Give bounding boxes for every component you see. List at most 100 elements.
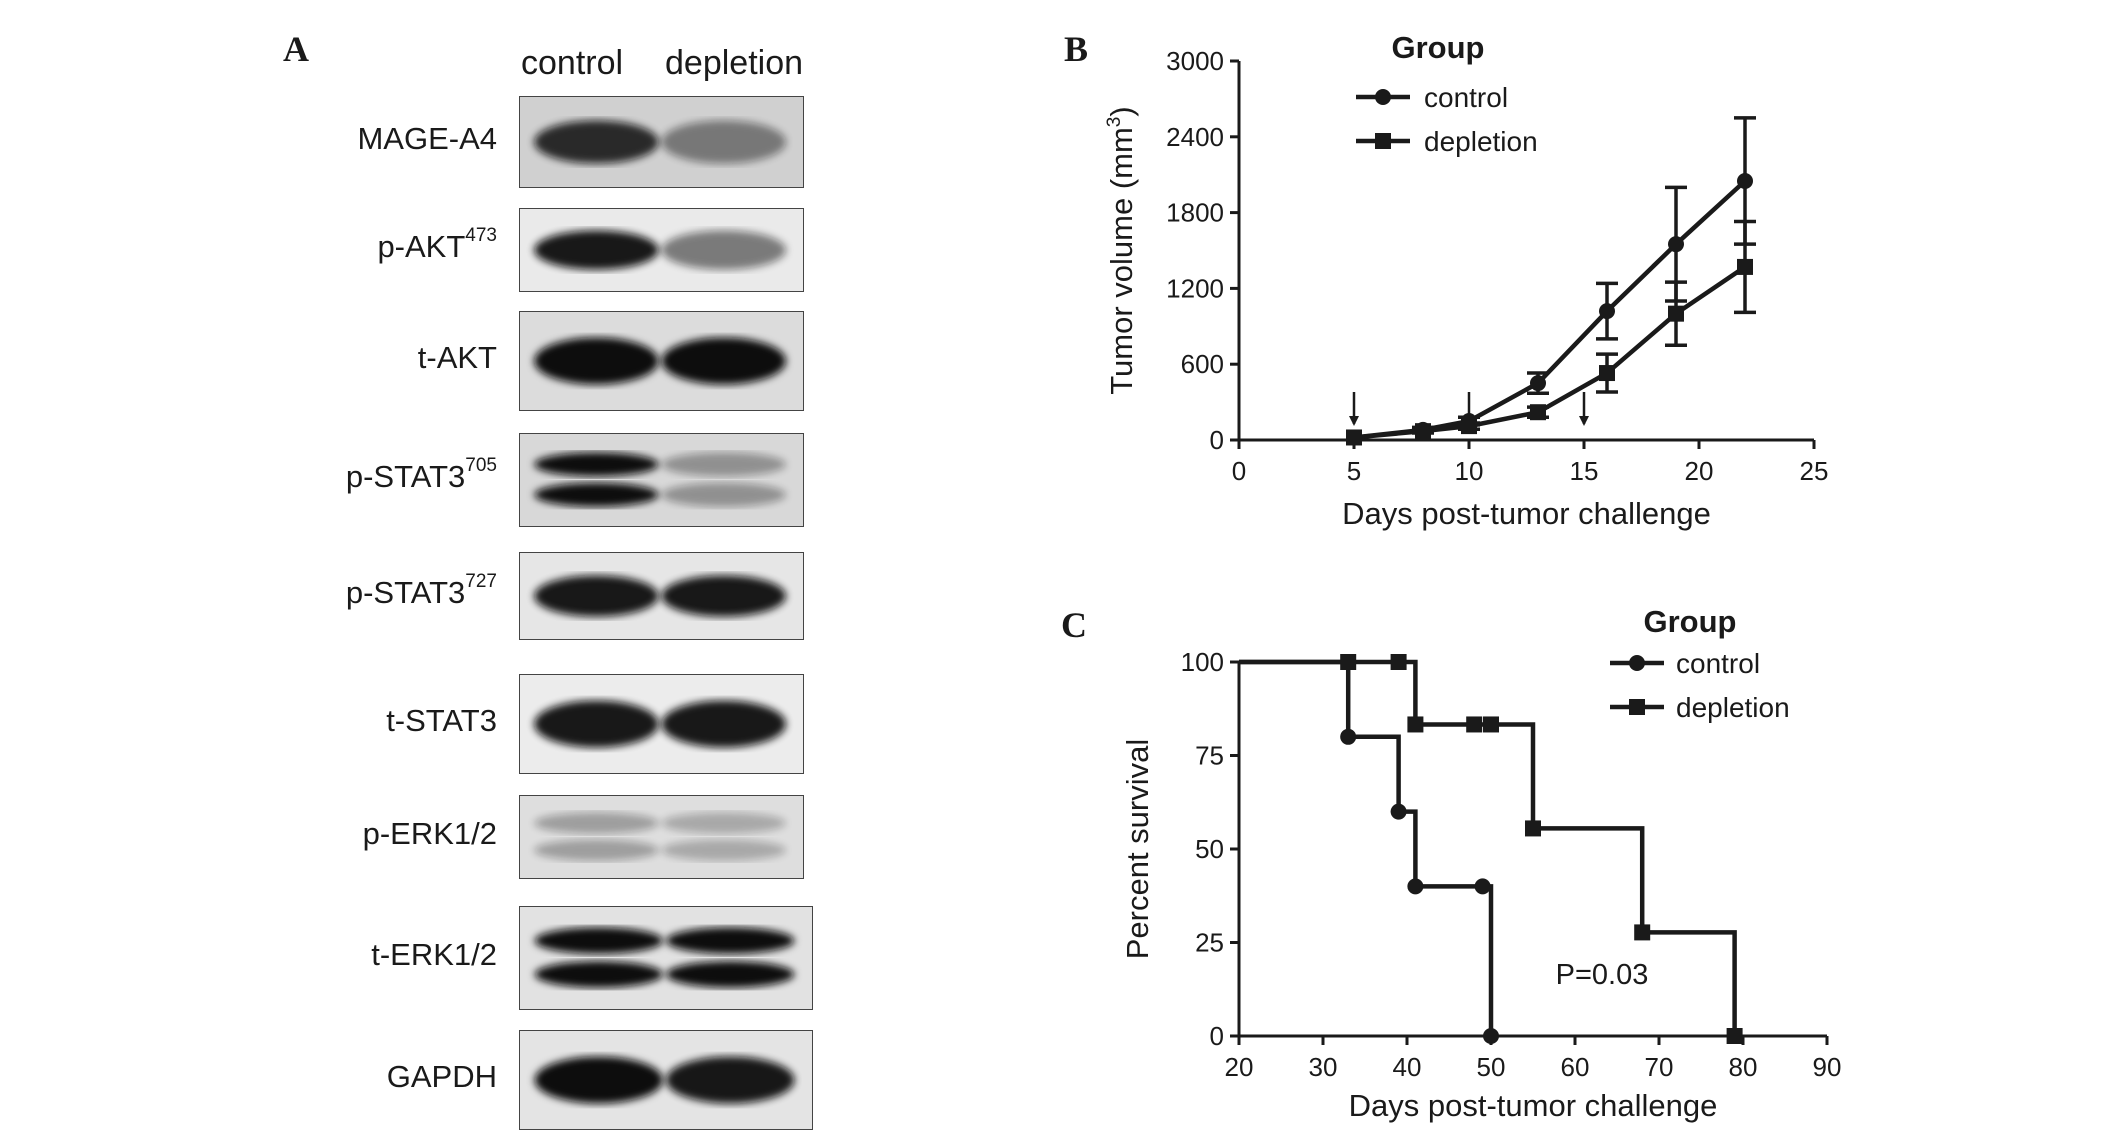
- b-legend-marker-control: [1375, 89, 1391, 105]
- b-x-tick-label: 0: [1232, 456, 1246, 486]
- c-point-depletion: [1483, 716, 1499, 733]
- b-y-axis-label-end: ): [1104, 106, 1139, 116]
- c-x-tick-label: 70: [1645, 1052, 1674, 1082]
- blot-band: [534, 452, 659, 477]
- blot-label-text: t-AKT: [417, 340, 497, 375]
- c-x-tick-label: 20: [1225, 1052, 1254, 1082]
- panel-a-letter: A: [283, 29, 309, 69]
- c-x-tick-label: 40: [1393, 1052, 1422, 1082]
- c-y-tick-label: 75: [1195, 741, 1224, 771]
- c-y-tick-label: 0: [1210, 1021, 1224, 1051]
- b-y-tick-label: 1800: [1166, 198, 1224, 228]
- b-x-tick-label: 5: [1347, 456, 1361, 486]
- blot-band: [661, 812, 787, 834]
- blot-band: [534, 961, 664, 988]
- blot-label-text: GAPDH: [386, 1059, 497, 1094]
- c-point-control: [1474, 878, 1491, 895]
- blot-image-1: [519, 208, 804, 292]
- blot-band: [661, 700, 787, 748]
- blot-label-superscript: 473: [465, 225, 497, 246]
- b-point-control: [1668, 236, 1684, 253]
- c-legend-title: Group: [1644, 604, 1737, 639]
- b-point-control: [1530, 375, 1546, 392]
- c-legend-marker-depletion: [1629, 699, 1645, 715]
- b-point-depletion: [1346, 429, 1362, 446]
- c-y-tick-label: 100: [1181, 647, 1224, 677]
- b-point-depletion: [1530, 404, 1546, 421]
- c-y-axis-label: Percent survival: [1120, 739, 1155, 960]
- c-point-control: [1483, 1028, 1499, 1044]
- blot-image-4: [519, 552, 804, 640]
- b-arrow-head: [1349, 416, 1359, 426]
- blot-band: [666, 927, 795, 954]
- blot-label-6: p-ERK1/2: [237, 816, 497, 852]
- blot-label-8: GAPDH: [237, 1059, 497, 1095]
- b-y-tick-label: 600: [1181, 349, 1224, 379]
- b-y-tick-label: 0: [1210, 425, 1224, 455]
- b-legend-marker-depletion: [1375, 133, 1391, 149]
- b-y-axis-label-text: Tumor volume (mm: [1104, 127, 1139, 395]
- blot-label-text: p-STAT3: [345, 459, 466, 494]
- c-point-depletion: [1466, 716, 1483, 733]
- c-point-control: [1407, 878, 1424, 895]
- panel-c-letter: C: [1061, 605, 1087, 645]
- blot-band: [534, 927, 664, 954]
- b-arrow-head: [1464, 416, 1474, 426]
- blot-image-5: [519, 674, 804, 774]
- blot-band: [661, 337, 787, 385]
- blot-band: [661, 452, 787, 477]
- panel-b-letter: B: [1064, 29, 1089, 69]
- blot-band: [534, 839, 659, 861]
- b-y-tick-label: 1200: [1166, 273, 1224, 303]
- blot-image-6: [519, 795, 804, 879]
- blot-label-7: t-ERK1/2: [237, 937, 497, 973]
- b-legend-label-control: control: [1424, 82, 1508, 113]
- blot-label-3: p-STAT3705: [237, 455, 497, 495]
- blot-band: [534, 230, 659, 270]
- b-y-tick-label: 2400: [1166, 122, 1224, 152]
- c-point-depletion: [1634, 924, 1651, 941]
- blot-band: [661, 230, 787, 270]
- blot-label-text: p-ERK1/2: [362, 816, 497, 851]
- b-point-control: [1737, 173, 1753, 190]
- c-x-tick-label: 90: [1813, 1052, 1842, 1082]
- c-point-depletion: [1726, 1028, 1743, 1044]
- blot-image-7: [519, 906, 813, 1010]
- c-point-depletion: [1340, 654, 1357, 670]
- c-legend-label-depletion: depletion: [1676, 692, 1790, 723]
- blot-band: [661, 482, 787, 507]
- b-y-tick-label: 3000: [1166, 46, 1224, 76]
- blot-band: [534, 700, 659, 748]
- b-point-depletion: [1668, 305, 1684, 322]
- c-point-control: [1390, 803, 1407, 820]
- blot-band: [534, 482, 659, 507]
- blot-image-3: [519, 433, 804, 527]
- c-p-value-annotation: P=0.03: [1556, 959, 1649, 991]
- c-legend-marker-control: [1629, 655, 1645, 671]
- blot-band: [666, 1056, 795, 1104]
- c-y-tick-label: 25: [1195, 928, 1224, 958]
- c-x-tick-label: 60: [1561, 1052, 1590, 1082]
- c-x-tick-label: 50: [1477, 1052, 1506, 1082]
- b-point-depletion: [1599, 365, 1615, 382]
- blot-label-1: p-AKT473: [237, 225, 497, 265]
- c-legend-label-control: control: [1676, 648, 1760, 679]
- lane-header-depletion: depletion: [665, 44, 804, 82]
- b-point-depletion: [1461, 418, 1477, 435]
- blot-image-0: [519, 96, 804, 188]
- blot-band: [534, 337, 659, 385]
- blot-image-8: [519, 1030, 813, 1130]
- blot-label-text: p-AKT: [377, 229, 466, 264]
- c-x-axis-label: Days post-tumor challenge: [1349, 1088, 1718, 1123]
- c-x-tick-label: 80: [1729, 1052, 1758, 1082]
- b-y-axis-label-superscript: 3: [1104, 117, 1125, 128]
- b-y-axis-label: Tumor volume (mm3): [1104, 106, 1139, 394]
- c-survival-curve-control: [1239, 659, 1494, 1036]
- blot-label-text: p-STAT3: [345, 575, 466, 610]
- c-point-depletion: [1525, 820, 1541, 837]
- blot-band: [661, 120, 787, 164]
- b-point-control: [1599, 303, 1615, 320]
- c-y-tick-label: 50: [1195, 834, 1224, 864]
- blot-label-text: MAGE-A4: [357, 121, 497, 156]
